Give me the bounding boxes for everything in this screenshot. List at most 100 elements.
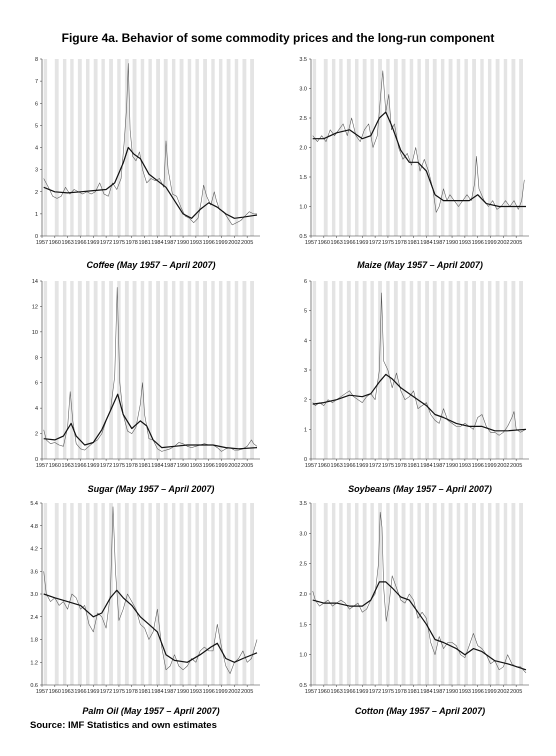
shaded-band: [163, 503, 168, 685]
shaded-band: [211, 281, 215, 459]
shaded-band: [440, 59, 445, 236]
x-tick-label: 1966: [74, 463, 86, 469]
shaded-band: [203, 503, 207, 685]
x-tick-label: 1978: [395, 463, 407, 469]
long-run-component-line: [312, 373, 527, 432]
y-tick-label: 2.0: [299, 146, 307, 152]
shaded-band: [495, 503, 500, 685]
x-tick-label: 1981: [138, 463, 150, 469]
x-tick-label: 1966: [343, 689, 355, 695]
shaded-band: [179, 503, 184, 685]
shaded-band: [487, 59, 492, 236]
shaded-band: [323, 281, 328, 459]
x-tick-label: 1960: [318, 463, 330, 469]
x-tick-label: 2005: [241, 463, 253, 469]
shaded-band: [409, 281, 414, 459]
shaded-band: [54, 503, 59, 685]
shaded-band: [203, 59, 207, 236]
shaded-band: [503, 59, 508, 236]
shaded-band: [323, 59, 328, 236]
chart-caption: Soybeans (May 1957 – April 2007): [348, 484, 492, 494]
y-tick-label: 3.6: [30, 569, 38, 575]
x-tick-label: 1984: [420, 240, 432, 246]
shaded-band: [378, 503, 382, 685]
shaded-band: [132, 281, 137, 459]
shaded-band: [156, 281, 160, 459]
y-tick-label: 12: [32, 304, 38, 310]
shaded-band: [171, 503, 176, 685]
shaded-band: [323, 503, 328, 685]
shaded-band: [195, 59, 199, 236]
x-tick-label: 2005: [241, 240, 253, 246]
shaded-band: [124, 59, 129, 236]
shaded-band: [386, 503, 390, 685]
shaded-band: [242, 281, 247, 459]
shaded-band: [393, 281, 398, 459]
shaded-band: [163, 281, 168, 459]
x-tick-label: 1975: [113, 689, 125, 695]
x-tick-label: 1957: [36, 689, 48, 695]
shaded-band: [401, 59, 406, 236]
x-tick-label: 1999: [215, 463, 227, 469]
shaded-band: [101, 59, 105, 236]
shaded-band: [409, 59, 414, 236]
x-tick-label: 1990: [177, 240, 189, 246]
x-tick-label: 1996: [203, 689, 215, 695]
y-tick-label: 4: [35, 146, 38, 152]
long-run-component-line: [43, 146, 258, 219]
shaded-band: [101, 503, 105, 685]
shaded-band: [179, 59, 184, 236]
shaded-band: [346, 59, 351, 236]
shaded-band: [86, 503, 90, 685]
shaded-band: [440, 281, 445, 459]
x-tick-label: 1984: [151, 689, 163, 695]
shaded-band: [432, 503, 437, 685]
shaded-band: [448, 503, 453, 685]
x-tick-label: 1969: [356, 689, 368, 695]
chart-caption: Coffee (May 1957 – April 2007): [86, 260, 215, 270]
x-tick-label: 1975: [382, 689, 394, 695]
x-tick-label: 1990: [177, 689, 189, 695]
x-tick-label: 1972: [100, 240, 112, 246]
shaded-band: [370, 59, 374, 236]
x-tick-label: 1966: [343, 240, 355, 246]
shaded-band: [417, 59, 421, 236]
shaded-band: [472, 59, 476, 236]
shaded-band: [226, 281, 231, 459]
x-tick-label: 1969: [87, 463, 99, 469]
x-tick-label: 1996: [472, 240, 484, 246]
x-tick-label: 2005: [241, 689, 253, 695]
x-tick-label: 1969: [87, 240, 99, 246]
shaded-band: [86, 281, 90, 459]
chart-caption: Maize (May 1957 – April 2007): [357, 260, 483, 270]
y-tick-label: 3.5: [299, 57, 307, 63]
price-series-line: [312, 70, 525, 213]
y-tick-label: 0: [35, 234, 38, 240]
y-tick-label: 1.0: [299, 205, 307, 211]
y-tick-label: 1.5: [299, 175, 307, 181]
x-tick-label: 1963: [331, 240, 343, 246]
x-tick-label: 1963: [62, 463, 74, 469]
shaded-band: [519, 281, 524, 459]
y-tick-label: 3.0: [299, 87, 307, 93]
x-tick-label: 1996: [472, 689, 484, 695]
y-tick-label: 7: [35, 79, 38, 85]
x-tick-label: 1978: [126, 240, 138, 246]
y-tick-label: 0: [304, 457, 307, 463]
shaded-band: [132, 503, 137, 685]
x-tick-label: 1966: [74, 240, 86, 246]
y-tick-label: 4: [304, 338, 307, 344]
shaded-band: [339, 503, 343, 685]
shaded-band: [109, 503, 113, 685]
x-tick-label: 1987: [164, 463, 176, 469]
y-tick-label: 6: [304, 279, 307, 285]
x-tick-label: 1984: [420, 463, 432, 469]
shaded-band: [218, 59, 223, 236]
x-tick-label: 1975: [113, 240, 125, 246]
x-tick-label: 1990: [177, 463, 189, 469]
y-tick-label: 3: [35, 168, 38, 174]
shaded-band: [250, 59, 255, 236]
shaded-band: [511, 281, 516, 459]
shaded-band: [203, 281, 207, 459]
x-tick-label: 1972: [369, 689, 381, 695]
